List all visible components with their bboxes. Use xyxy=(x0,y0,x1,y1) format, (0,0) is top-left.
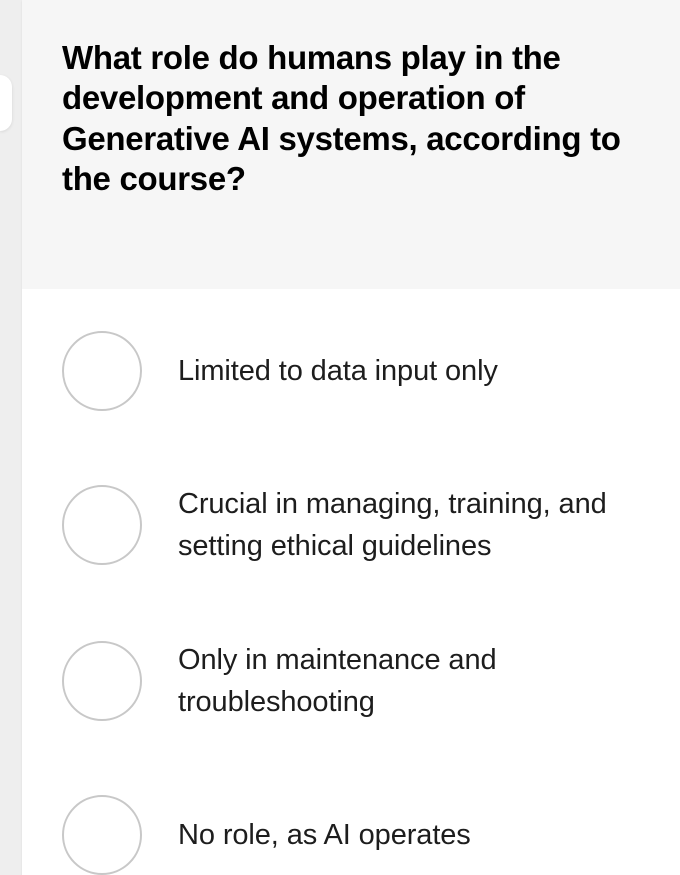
option-row-0[interactable]: Limited to data input only xyxy=(62,331,650,411)
side-tab-handle[interactable] xyxy=(0,75,12,131)
option-row-2[interactable]: Only in maintenance and troubleshooting xyxy=(62,639,650,723)
options-container: Limited to data input only Crucial in ma… xyxy=(22,289,680,875)
option-row-1[interactable]: Crucial in managing, training, and setti… xyxy=(62,483,650,567)
option-label: Limited to data input only xyxy=(178,350,498,392)
option-label: No role, as AI operates xyxy=(178,814,471,856)
radio-icon[interactable] xyxy=(62,641,142,721)
option-label: Only in maintenance and troubleshooting xyxy=(178,639,650,723)
option-label: Crucial in managing, training, and setti… xyxy=(178,483,650,567)
radio-icon[interactable] xyxy=(62,795,142,875)
option-row-3[interactable]: No role, as AI operates xyxy=(62,795,650,875)
radio-icon[interactable] xyxy=(62,331,142,411)
quiz-card: What role do humans play in the developm… xyxy=(22,0,680,875)
radio-icon[interactable] xyxy=(62,485,142,565)
question-text: What role do humans play in the developm… xyxy=(62,38,642,199)
question-header: What role do humans play in the developm… xyxy=(22,0,680,289)
